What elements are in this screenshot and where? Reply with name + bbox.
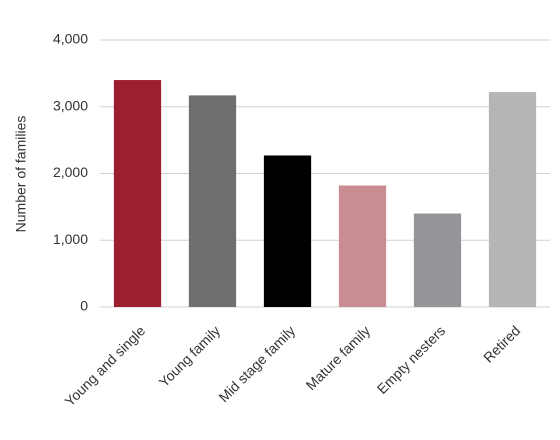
x-tick-label: Mid stage family [215,322,298,405]
y-tick-label: 4,000 [53,31,88,47]
bar [263,155,312,307]
y-tick-label: 3,000 [53,97,88,113]
y-tick-label: 0 [80,298,88,314]
bar [113,80,162,307]
x-tick-label: Young family [156,322,224,390]
bar [413,213,462,307]
y-tick-label: 2,000 [53,164,88,180]
x-tick-label: Empty nesters [374,322,449,397]
bar [488,92,537,307]
y-axis-title: Number of families [13,116,29,233]
bar [188,95,237,307]
bar [338,185,387,307]
y-tick-label: 1,000 [53,231,88,247]
x-tick-label: Young and single [61,322,148,409]
x-tick-label: Mature family [303,322,374,393]
x-tick-label: Retired [480,322,523,365]
